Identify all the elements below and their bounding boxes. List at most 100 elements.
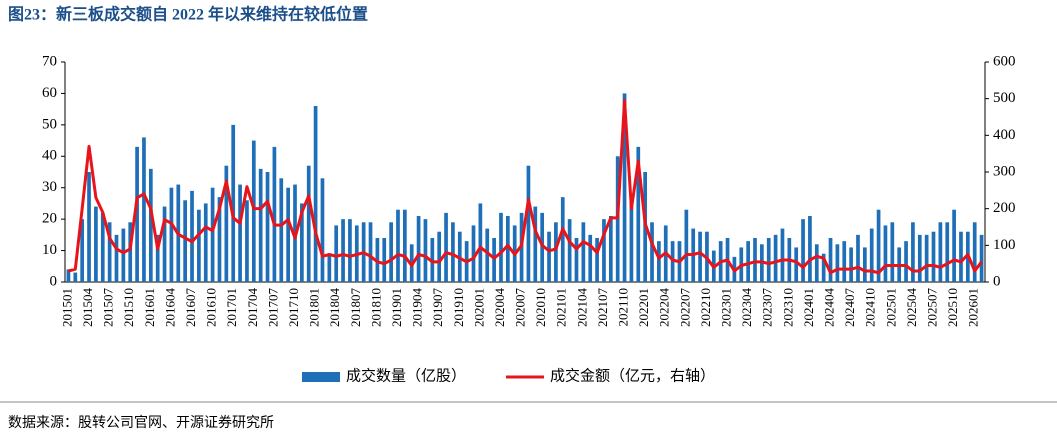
x-tick-label: 201901 [389,288,404,327]
y2-tick-label: 300 [993,163,1016,179]
bar [657,241,661,282]
y-tick-label: 50 [42,116,57,132]
bar [622,93,627,282]
x-tick-label: 202104 [574,288,589,328]
bar [808,216,812,282]
x-tick-label: 201810 [368,288,383,327]
bar [128,222,133,282]
bar [251,140,256,282]
bar [66,269,71,282]
legend-label: 成交金额（亿元，右轴） [550,366,715,384]
bar [814,244,819,282]
bar [856,234,860,282]
legend-swatch [302,372,340,382]
bar [959,231,963,282]
bar [485,228,490,282]
x-tick-label: 202507 [924,288,939,328]
bar [698,231,702,282]
bar [938,222,943,282]
bar [279,178,284,282]
bar [979,234,984,282]
bar [148,168,153,282]
x-tick-label: 202007 [513,288,528,328]
bar [526,165,531,282]
bar [574,238,579,282]
x-tick-label: 201904 [410,288,425,328]
x-tick-label: 201707 [265,288,280,328]
x-tick-label: 201604 [162,288,177,328]
bar [142,137,146,282]
bar [478,203,483,282]
bar [327,253,332,282]
bar [389,222,393,282]
y2-tick-label: 200 [993,200,1016,216]
bar [135,146,139,282]
legend-label: 成交数量（亿股） [346,366,466,384]
bar [313,106,318,282]
bar [876,209,881,282]
bar [567,219,572,282]
y-tick-label: 30 [42,179,57,195]
bar [286,187,290,282]
bar [121,228,126,282]
x-tick-label: 201801 [307,288,322,327]
bar [334,225,339,282]
bar [203,203,208,282]
bar [94,206,98,282]
bar [972,222,977,282]
x-tick-label: 201510 [121,288,136,327]
bar [265,172,270,282]
bar [114,234,119,282]
bar [629,194,634,282]
bar [684,209,689,282]
x-tick-label: 201504 [80,288,95,328]
x-tick-label: 201607 [183,288,198,328]
x-tick-label: 201704 [245,288,260,328]
x-tick-label: 202201 [636,288,651,327]
bar [155,234,160,282]
chart-title: 图23：新三板成交额自 2022 年以来维持在较低位置 [8,5,368,24]
bar [396,209,400,282]
bar [924,234,929,282]
source: 数据来源：股转公司官网、开源证券研究所 [8,415,274,431]
y2-tick-label: 400 [993,127,1016,143]
y2-tick-label: 0 [993,273,1001,289]
x-tick-label: 202301 [719,288,734,327]
x-tick-label: 202110 [616,288,631,327]
bar [320,178,325,282]
x-tick-label: 202304 [739,288,754,328]
x-tick-label: 201907 [430,288,445,328]
x-tick-label: 202210 [698,288,713,327]
bar [107,222,112,282]
x-tick-label: 202407 [842,288,857,328]
bar [100,212,105,282]
y-tick-label: 10 [42,242,57,258]
y-tick-label: 20 [42,211,57,227]
bar [547,231,551,282]
bar [849,247,853,282]
x-tick-label: 202504 [904,288,919,328]
x-tick-label: 202004 [492,288,507,328]
bar [650,222,654,282]
bar [835,244,840,282]
x-tick-label: 202404 [822,288,837,328]
bar [183,200,188,282]
bar [80,219,85,282]
bar [190,190,194,282]
x-tick-label: 202601 [966,288,981,327]
bar [492,238,496,282]
bar [636,146,641,282]
bar [952,209,956,282]
x-tick-label: 202310 [780,288,795,327]
y-tick-label: 40 [42,148,57,164]
x-tick-label: 202207 [677,288,692,328]
bar [162,206,167,282]
x-tick-label: 201807 [348,288,363,328]
bar [842,241,847,282]
bar [348,219,352,282]
x-tick-label: 202410 [863,288,878,327]
bar [505,216,510,282]
bar [87,172,91,282]
bar [306,165,311,282]
